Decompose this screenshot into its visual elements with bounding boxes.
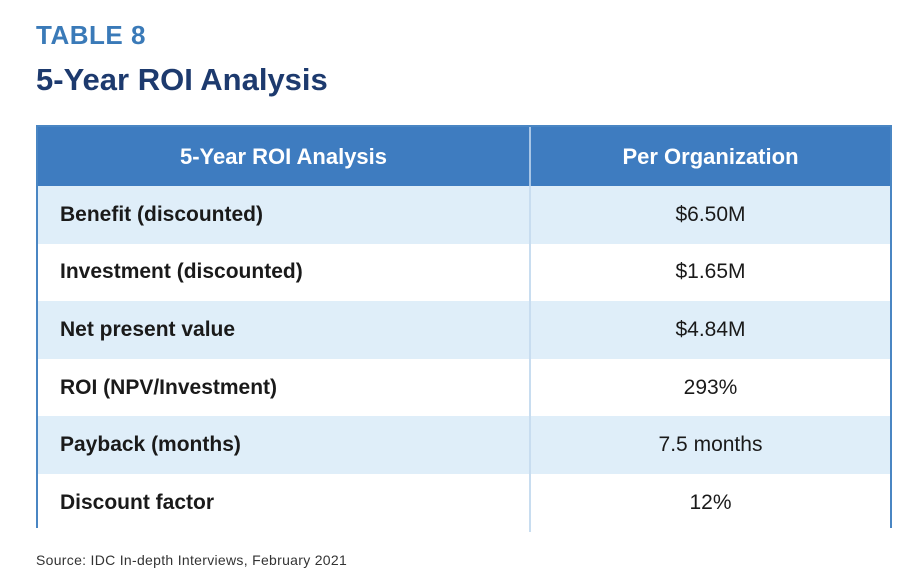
- row-label: Investment (discounted): [38, 243, 531, 302]
- table-header-row: 5-Year ROI Analysis Per Organization: [38, 127, 890, 186]
- roi-table-container: 5-Year ROI Analysis Per Organization Ben…: [36, 125, 892, 532]
- column-header-per-organization: Per Organization: [530, 127, 890, 186]
- row-label: Payback (months): [38, 416, 531, 474]
- table-row: Benefit (discounted) $6.50M: [38, 186, 890, 244]
- table-row: Payback (months) 7.5 months: [38, 416, 890, 474]
- row-value: $6.50M: [530, 186, 890, 244]
- roi-table: 5-Year ROI Analysis Per Organization Ben…: [38, 127, 890, 532]
- table-title: 5-Year ROI Analysis: [36, 62, 328, 97]
- row-label: ROI (NPV/Investment): [38, 358, 531, 417]
- table-number-label: TABLE 8: [36, 20, 146, 50]
- column-header-analysis: 5-Year ROI Analysis: [38, 127, 531, 186]
- row-value: $1.65M: [530, 243, 890, 302]
- row-label: Benefit (discounted): [38, 186, 531, 244]
- row-value: 293%: [530, 358, 890, 417]
- row-value: $4.84M: [530, 301, 890, 359]
- row-label: Net present value: [38, 301, 531, 359]
- row-value: 7.5 months: [530, 416, 890, 474]
- row-value: 12%: [530, 473, 890, 532]
- table-row: ROI (NPV/Investment) 293%: [38, 358, 890, 417]
- table-row: Discount factor 12%: [38, 473, 890, 532]
- row-label: Discount factor: [38, 473, 531, 532]
- table-row: Net present value $4.84M: [38, 301, 890, 359]
- table-row: Investment (discounted) $1.65M: [38, 243, 890, 302]
- source-note: Source: IDC In-depth Interviews, Februar…: [36, 552, 348, 568]
